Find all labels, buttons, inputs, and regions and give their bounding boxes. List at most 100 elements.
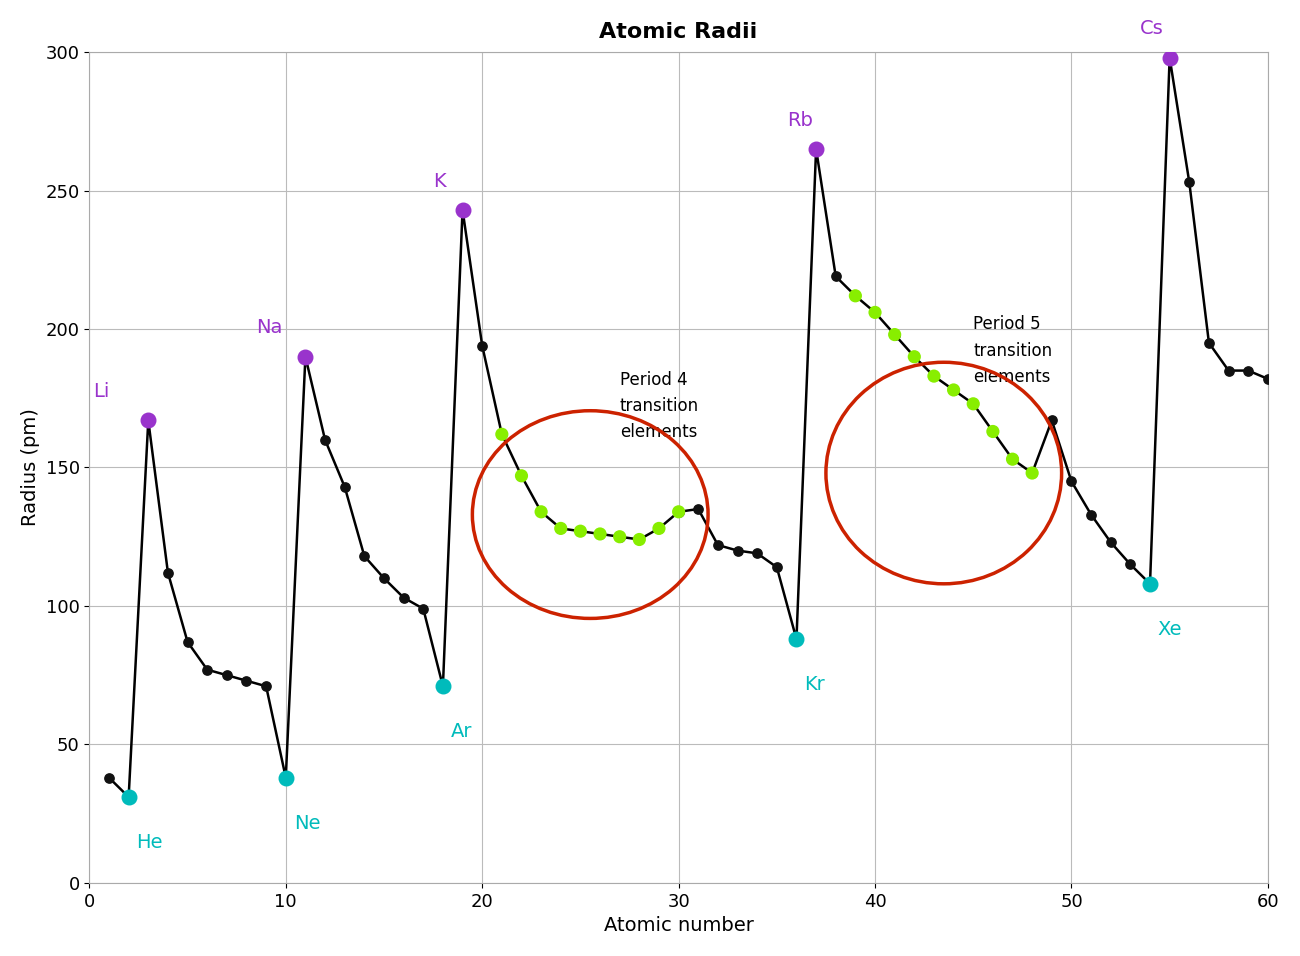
Point [610,529,630,544]
Point [1022,466,1043,481]
Point [1022,466,1043,481]
Point [1061,473,1082,489]
Point [530,504,551,519]
Text: He: He [136,833,162,852]
Point [668,504,689,519]
Text: Xe: Xe [1158,619,1183,639]
Point [707,537,728,553]
Point [118,790,139,805]
Point [99,770,120,785]
Text: Period 5
transition
elements: Period 5 transition elements [974,315,1053,386]
Text: Rb: Rb [786,111,812,130]
Point [276,770,296,785]
Point [1121,556,1141,572]
Point [157,565,178,580]
Point [806,141,827,157]
Point [177,635,198,650]
Point [569,524,590,539]
Point [1002,451,1023,467]
Point [138,413,159,428]
Point [1160,50,1180,65]
Point [668,504,689,519]
Point [884,327,905,342]
Point [118,790,139,805]
Text: Li: Li [94,382,109,401]
Point [1140,576,1161,592]
Text: Period 4
transition
elements: Period 4 transition elements [620,371,699,442]
Point [196,662,217,677]
Point [845,288,866,303]
Point [138,413,159,428]
Point [334,479,355,494]
Point [1179,175,1200,190]
Point [452,203,473,218]
Point [649,521,670,536]
Point [767,559,788,575]
Point [491,426,512,442]
Point [569,524,590,539]
Point [727,543,747,558]
Point [649,521,670,536]
Point [845,288,866,303]
Point [786,632,807,647]
Point [923,368,944,383]
Point [256,679,277,694]
Point [1080,507,1101,522]
Point [413,601,434,617]
Point [354,549,374,564]
Point [276,770,296,785]
Y-axis label: Radius (pm): Radius (pm) [21,408,40,527]
Point [373,571,394,586]
Point [590,527,611,542]
Point [903,349,924,364]
X-axis label: Atomic number: Atomic number [603,916,754,935]
Point [452,203,473,218]
Point [530,504,551,519]
Point [1238,363,1258,379]
Point [315,432,335,447]
Text: K: K [433,171,446,190]
Point [923,368,944,383]
Point [1140,576,1161,592]
Point [1199,336,1219,351]
Point [1218,363,1239,379]
Point [237,673,257,688]
Point [629,532,650,547]
Point [393,590,413,605]
Point [864,305,885,320]
Point [217,667,238,683]
Point [983,424,1004,439]
Point [295,349,316,364]
Point [963,396,984,411]
Text: Cs: Cs [1140,19,1164,38]
Point [983,424,1004,439]
Point [550,521,571,536]
Point [746,546,767,561]
Point [590,527,611,542]
Point [944,382,965,398]
Point [433,679,454,694]
Point [629,532,650,547]
Point [944,382,965,398]
Point [1160,50,1180,65]
Point [864,305,885,320]
Point [550,521,571,536]
Text: Ar: Ar [451,723,472,741]
Point [688,501,709,516]
Point [511,468,532,484]
Text: Kr: Kr [805,675,826,694]
Point [884,327,905,342]
Text: Na: Na [256,318,282,337]
Point [610,529,630,544]
Point [491,426,512,442]
Point [1257,371,1278,386]
Point [1002,451,1023,467]
Point [295,349,316,364]
Point [963,396,984,411]
Point [1100,534,1121,550]
Point [472,338,493,354]
Point [1041,413,1062,428]
Point [826,269,846,284]
Point [806,141,827,157]
Text: Ne: Ne [294,814,320,833]
